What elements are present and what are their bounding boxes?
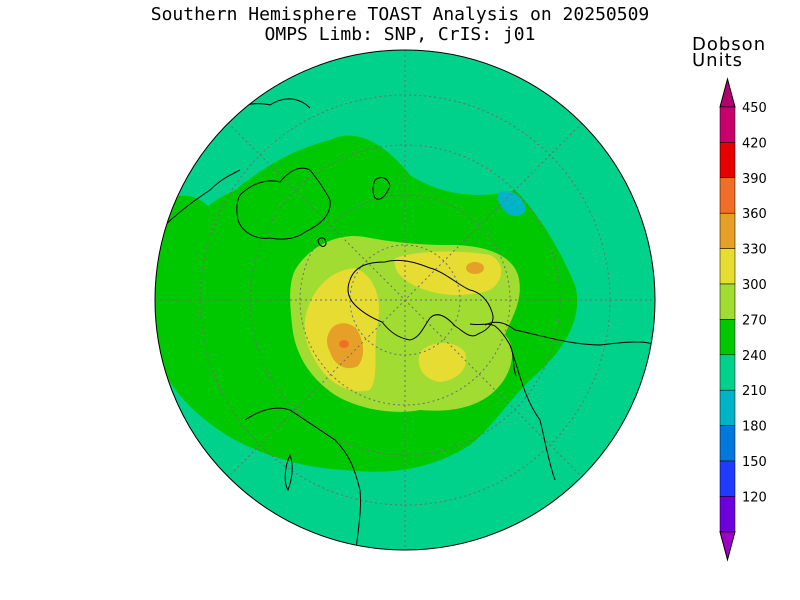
ozone-region-330-c xyxy=(418,343,467,382)
colorbar-swatch xyxy=(719,425,736,462)
ozone-region-210 xyxy=(497,191,526,216)
map-title: Southern Hemisphere TOAST Analysis on 20… xyxy=(150,4,650,25)
colorbar-tick-label: 300 xyxy=(742,278,767,293)
colorbar-tick-label: 330 xyxy=(742,243,767,258)
colorbar-swatch xyxy=(719,283,736,320)
colorbar-swatch xyxy=(719,389,736,426)
colorbar-tick-label: 450 xyxy=(742,101,767,116)
colorbar-tick-label: 180 xyxy=(742,420,767,435)
colorbar-tick-label: 240 xyxy=(742,349,767,364)
globe-outline xyxy=(154,49,656,551)
colorbar-tick-label: 150 xyxy=(742,455,767,470)
colorbar-swatch xyxy=(719,319,736,356)
colorbar-swatch xyxy=(719,496,736,533)
colorbar-tick-label: 390 xyxy=(742,172,767,187)
colorbar-top-arrow xyxy=(719,77,736,108)
colorbar-title-line2: Units xyxy=(692,50,744,71)
graticule xyxy=(155,50,655,550)
colorbar-tick-label: 360 xyxy=(742,207,767,222)
colorbar-swatch xyxy=(719,460,736,497)
colorbar-swatch xyxy=(719,142,736,179)
colorbar-swatch xyxy=(719,106,736,143)
colorbar-bottom-arrow xyxy=(719,531,736,562)
colorbar-swatch xyxy=(719,354,736,391)
ozone-region-390 xyxy=(339,340,349,348)
map-subtitle: OMPS Limb: SNP, CrIS: j01 xyxy=(264,24,536,45)
colorbar-title-line1: Dobson xyxy=(692,34,767,55)
colorbar-tick-label: 210 xyxy=(742,384,767,399)
colorbar-tick-label: 270 xyxy=(742,313,767,328)
colorbar-tick-label: 420 xyxy=(742,136,767,151)
ozone-region-360-b xyxy=(466,262,484,274)
colorbar-swatch xyxy=(719,177,736,214)
colorbar-tick-label: 120 xyxy=(742,490,767,505)
colorbar-swatch xyxy=(719,248,736,285)
colorbar-swatch xyxy=(719,212,736,249)
coastlines xyxy=(159,98,655,550)
